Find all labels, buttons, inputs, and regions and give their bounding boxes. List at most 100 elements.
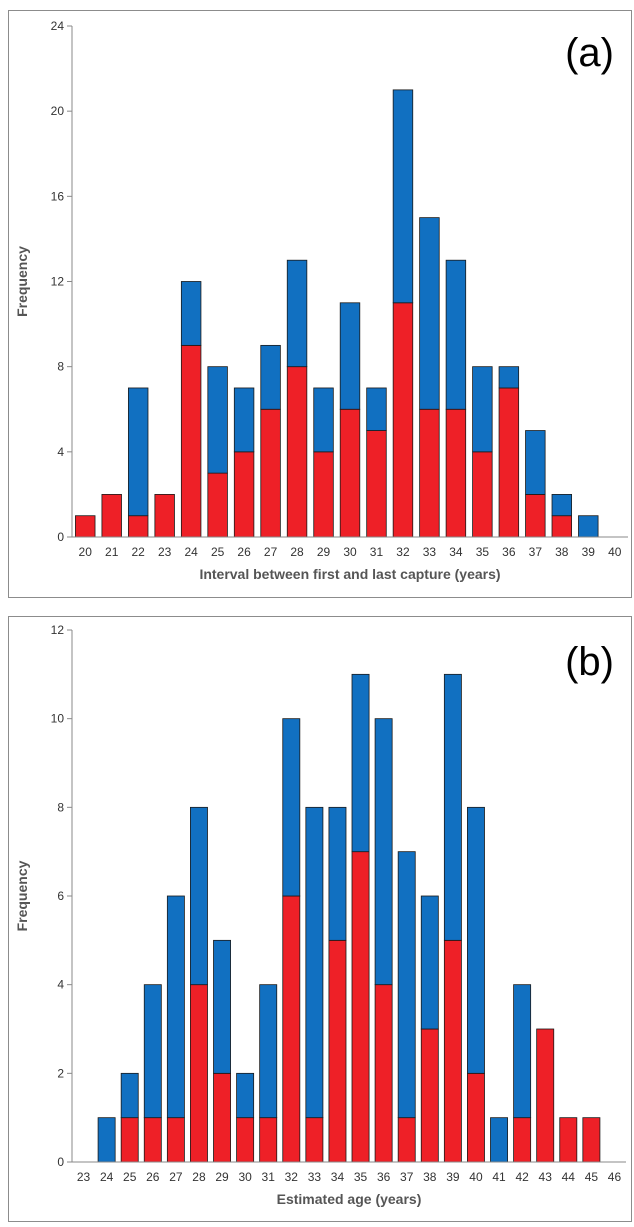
- bar-red-38: [551, 515, 573, 538]
- bar-blue-31: [366, 387, 387, 431]
- x-tick-label: 23: [77, 1170, 91, 1184]
- bar-red-27: [260, 408, 281, 538]
- bar-red-31: [259, 1117, 278, 1163]
- x-tick-label: 36: [377, 1170, 391, 1184]
- bar-red-26: [233, 451, 255, 538]
- bar-red-33: [305, 1117, 324, 1163]
- x-tick-label: 32: [285, 1170, 299, 1184]
- x-tick-label: 26: [146, 1170, 160, 1184]
- bar-blue-36: [498, 366, 520, 389]
- bar-blue-35: [351, 673, 370, 853]
- chart-panel-a: 0 4 8 12 16 20 24 20 21 22 23 24 25 26 27 28 29 30 31 32 33 3…: [8, 10, 632, 598]
- bar-blue-29: [313, 387, 334, 453]
- y-axis-label: Frequency: [14, 246, 30, 317]
- bar-red-44: [559, 1117, 578, 1163]
- bar-red-23: [154, 494, 175, 538]
- x-tick-label: 24: [100, 1170, 114, 1184]
- x-tick-label: 39: [582, 545, 596, 559]
- chart-a: 0 4 8 12 16 20 24 20 21 22 23 24 25 26 27 28 29 30 31 32 33 3…: [14, 19, 628, 582]
- x-tick-label: 26: [237, 545, 251, 559]
- x-tick-label: 40: [469, 1170, 483, 1184]
- bar-red-39: [443, 939, 462, 1163]
- bar-blue-37: [525, 430, 546, 495]
- x-tick-label: 38: [555, 545, 569, 559]
- bar-blue-36: [374, 718, 393, 986]
- bar-blue-30: [236, 1072, 255, 1119]
- bar-red-43: [536, 1028, 555, 1163]
- bar-red-34: [328, 939, 347, 1163]
- x-tick-label: 36: [502, 545, 516, 559]
- bar-blue-25: [120, 1072, 139, 1119]
- y-tick-label: 10: [51, 712, 65, 726]
- x-tick-label: 39: [446, 1170, 460, 1184]
- bar-red-22: [127, 515, 149, 538]
- bar-blue-33: [419, 217, 440, 410]
- x-tick-label: 34: [449, 545, 463, 559]
- y-tick-label: 0: [57, 530, 64, 544]
- x-tick-label: 23: [158, 545, 172, 559]
- x-tick-label: 37: [529, 545, 543, 559]
- bar-blue-28: [286, 259, 308, 368]
- bar-blue-32: [392, 89, 414, 304]
- bar-blue-39: [578, 515, 599, 538]
- x-tick-label: 42: [515, 1170, 529, 1184]
- bar-red-30: [236, 1117, 255, 1163]
- bar-red-31: [366, 430, 387, 538]
- x-tick-label: 46: [608, 1170, 622, 1184]
- x-tick-label: 30: [238, 1170, 252, 1184]
- y-tick-label: 8: [57, 360, 64, 374]
- bar-red-36: [374, 984, 393, 1163]
- bar-blue-28: [190, 806, 208, 986]
- bar-red-21: [101, 494, 122, 538]
- x-tick-label: 38: [423, 1170, 437, 1184]
- bar-blue-27: [260, 344, 281, 410]
- bar-red-38: [420, 1028, 439, 1163]
- bar-blue-27: [166, 895, 185, 1119]
- x-tick-label: 34: [331, 1170, 345, 1184]
- bar-red-37: [397, 1117, 416, 1163]
- x-tick-label: 32: [396, 545, 410, 559]
- panel-label: (b): [565, 640, 614, 684]
- bar-blue-24: [97, 1117, 116, 1163]
- x-tick-label: 29: [215, 1170, 229, 1184]
- bar-red-26: [143, 1117, 162, 1163]
- bar-red-27: [166, 1117, 185, 1163]
- panel-label: (a): [565, 31, 614, 75]
- bar-red-33: [419, 408, 440, 538]
- bar-blue-24: [180, 281, 202, 346]
- bar-blue-30: [339, 302, 361, 410]
- bar-blue-26: [233, 387, 255, 453]
- x-tick-label: 22: [132, 545, 146, 559]
- x-tick-label: 21: [105, 545, 119, 559]
- x-tick-label: 30: [343, 545, 357, 559]
- x-axis-label: Estimated age (years): [277, 1191, 422, 1207]
- bar-blue-35: [472, 366, 493, 453]
- bar-red-32: [282, 895, 301, 1163]
- x-tick-label: 33: [423, 545, 437, 559]
- bar-blue-41: [490, 1117, 508, 1163]
- bar-blue-39: [443, 673, 462, 941]
- bar-red-42: [513, 1117, 532, 1163]
- y-tick-label: 0: [57, 1155, 64, 1169]
- x-tick-label: 28: [192, 1170, 206, 1184]
- x-tick-label: 43: [539, 1170, 553, 1184]
- bar-blue-31: [259, 984, 278, 1119]
- x-tick-label: 40: [608, 545, 622, 559]
- x-tick-label: 37: [400, 1170, 414, 1184]
- bar-blue-29: [213, 939, 231, 1074]
- bar-blue-25: [207, 366, 228, 474]
- x-tick-label: 20: [79, 545, 93, 559]
- x-tick-label: 33: [308, 1170, 322, 1184]
- bar-red-29: [313, 451, 334, 538]
- bar-red-25: [120, 1117, 139, 1163]
- bar-blue-34: [445, 259, 467, 410]
- y-tick-label: 4: [57, 978, 64, 992]
- x-tick-label: 35: [476, 545, 490, 559]
- bar-blue-38: [420, 895, 439, 1030]
- bar-red-45: [582, 1117, 601, 1163]
- bar-blue-34: [328, 806, 347, 941]
- y-tick-label: 12: [51, 623, 65, 637]
- x-tick-label: 44: [562, 1170, 576, 1184]
- bar-red-32: [392, 302, 414, 538]
